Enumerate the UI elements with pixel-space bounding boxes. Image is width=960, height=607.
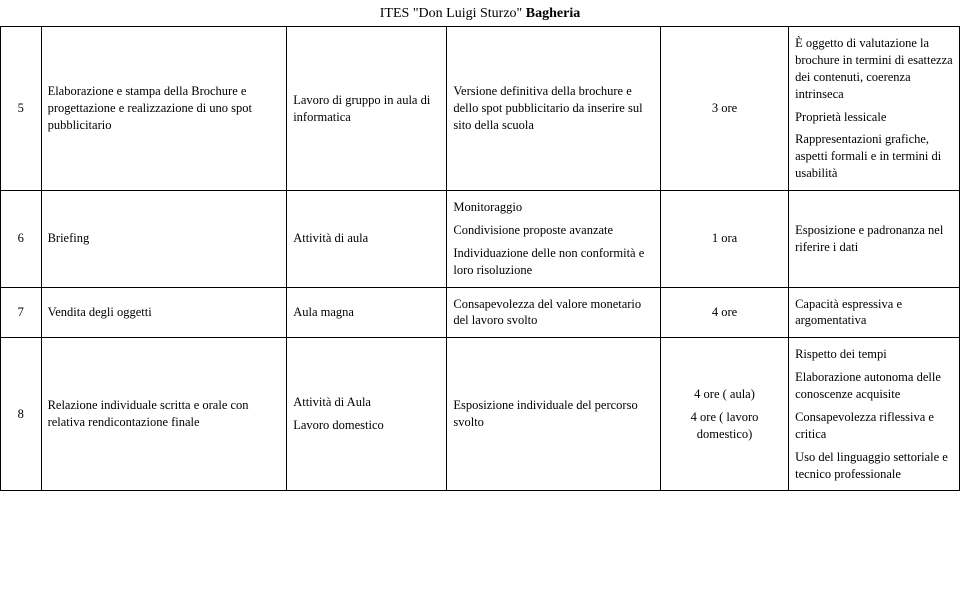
cell-activity: Elaborazione e stampa della Brochure e p… — [41, 27, 287, 191]
page-header: ITES "Don Luigi Sturzo" Bagheria — [0, 0, 960, 26]
cell-output: Monitoraggio Condivisione proposte avanz… — [447, 191, 661, 288]
cell-paragraph: Proprietà lessicale — [795, 109, 953, 126]
cell-paragraph: Individuazione delle non conformità e lo… — [453, 245, 654, 279]
table-row: 7 Vendita degli oggetti Aula magna Consa… — [1, 287, 960, 338]
cell-evaluation: Rispetto dei tempi Elaborazione autonoma… — [789, 338, 960, 491]
cell-method: Attività di aula — [287, 191, 447, 288]
cell-paragraph: Esposizione e padronanza nel riferire i … — [795, 222, 953, 256]
cell-paragraph: Attività di Aula — [293, 394, 440, 411]
cell-output: Esposizione individuale del percorso svo… — [447, 338, 661, 491]
cell-paragraph: Versione definitiva della brochure e del… — [453, 83, 654, 134]
main-table: 5 Elaborazione e stampa della Brochure e… — [0, 26, 960, 491]
row-number: 6 — [1, 191, 42, 288]
cell-paragraph: Lavoro domestico — [293, 417, 440, 434]
cell-duration: 4 ore ( aula) 4 ore ( lavoro domestico) — [660, 338, 788, 491]
cell-paragraph: Condivisione proposte avanzate — [453, 222, 654, 239]
cell-output: Versione definitiva della brochure e del… — [447, 27, 661, 191]
cell-paragraph: 4 ore ( lavoro domestico) — [667, 409, 782, 443]
table-row: 8 Relazione individuale scritta e orale … — [1, 338, 960, 491]
row-number: 8 — [1, 338, 42, 491]
cell-duration: 4 ore — [660, 287, 788, 338]
cell-duration: 1 ora — [660, 191, 788, 288]
header-suffix: Bagheria — [526, 6, 580, 21]
cell-paragraph: Capacità espressiva e argomentativa — [795, 296, 953, 330]
cell-paragraph: Monitoraggio — [453, 199, 654, 216]
table-body: 5 Elaborazione e stampa della Brochure e… — [1, 27, 960, 491]
cell-method: Attività di Aula Lavoro domestico — [287, 338, 447, 491]
cell-paragraph: 4 ore ( aula) — [667, 386, 782, 403]
cell-evaluation: Capacità espressiva e argomentativa — [789, 287, 960, 338]
header-quoted: "Don Luigi Sturzo" — [413, 6, 522, 21]
table-row: 6 Briefing Attività di aula Monitoraggio… — [1, 191, 960, 288]
row-number: 5 — [1, 27, 42, 191]
cell-paragraph: Consapevolezza del valore monetario del … — [453, 296, 654, 330]
cell-paragraph: Uso del linguaggio settoriale e tecnico … — [795, 449, 953, 483]
cell-paragraph: Rispetto dei tempi — [795, 346, 953, 363]
cell-duration: 3 ore — [660, 27, 788, 191]
cell-method: Aula magna — [287, 287, 447, 338]
cell-paragraph: Consapevolezza riflessiva e critica — [795, 409, 953, 443]
cell-paragraph: Esposizione individuale del percorso svo… — [453, 397, 654, 431]
row-number: 7 — [1, 287, 42, 338]
cell-method: Lavoro di gruppo in aula di informatica — [287, 27, 447, 191]
cell-evaluation: È oggetto di valutazione la brochure in … — [789, 27, 960, 191]
cell-activity: Vendita degli oggetti — [41, 287, 287, 338]
cell-activity: Relazione individuale scritta e orale co… — [41, 338, 287, 491]
cell-activity: Briefing — [41, 191, 287, 288]
cell-paragraph: Rappresentazioni grafiche, aspetti forma… — [795, 131, 953, 182]
header-prefix: ITES — [380, 6, 410, 21]
cell-output: Consapevolezza del valore monetario del … — [447, 287, 661, 338]
cell-evaluation: Esposizione e padronanza nel riferire i … — [789, 191, 960, 288]
table-row: 5 Elaborazione e stampa della Brochure e… — [1, 27, 960, 191]
cell-paragraph: È oggetto di valutazione la brochure in … — [795, 35, 953, 103]
cell-paragraph: Elaborazione autonoma delle conoscenze a… — [795, 369, 953, 403]
